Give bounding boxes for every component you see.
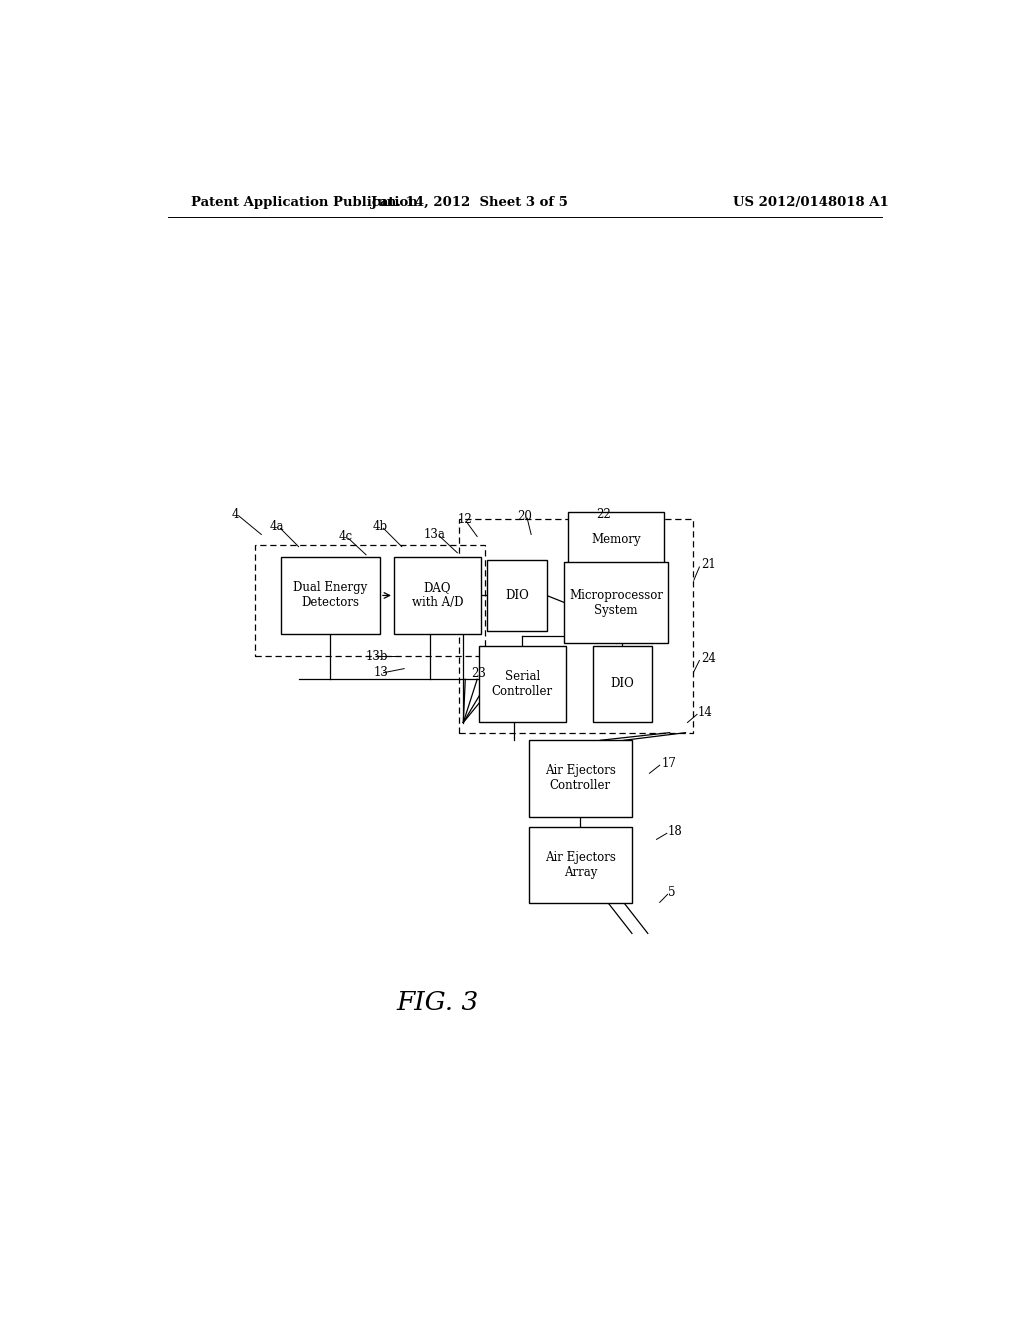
Text: 12: 12 (458, 512, 472, 525)
Text: Memory: Memory (591, 533, 641, 546)
Text: 4b: 4b (373, 520, 387, 533)
Text: 5: 5 (668, 886, 675, 899)
Text: 4: 4 (231, 508, 239, 520)
Text: Air Ejectors
Array: Air Ejectors Array (545, 851, 615, 879)
Text: Serial
Controller: Serial Controller (492, 669, 553, 698)
Bar (460, 519, 693, 733)
Text: Microprocessor
System: Microprocessor System (569, 589, 664, 616)
Text: 22: 22 (596, 508, 611, 520)
Text: DAQ
with A/D: DAQ with A/D (412, 581, 463, 610)
Text: 24: 24 (701, 652, 716, 665)
Bar (479, 645, 566, 722)
Bar (593, 645, 652, 722)
Bar (255, 545, 485, 656)
Text: Patent Application Publication: Patent Application Publication (191, 195, 418, 209)
Bar (394, 557, 481, 634)
Text: 13: 13 (374, 667, 389, 680)
Text: 21: 21 (701, 558, 716, 572)
Text: US 2012/0148018 A1: US 2012/0148018 A1 (732, 195, 889, 209)
Text: Jun. 14, 2012  Sheet 3 of 5: Jun. 14, 2012 Sheet 3 of 5 (371, 195, 567, 209)
Text: 4c: 4c (338, 531, 352, 543)
Bar (568, 512, 664, 568)
Text: 20: 20 (517, 510, 531, 523)
Text: Dual Energy
Detectors: Dual Energy Detectors (293, 581, 368, 610)
Bar (528, 826, 632, 903)
Text: FIG. 3: FIG. 3 (396, 990, 478, 1015)
Bar (564, 562, 668, 643)
Text: Air Ejectors
Controller: Air Ejectors Controller (545, 764, 615, 792)
Text: 14: 14 (697, 706, 713, 719)
Text: 13a: 13a (423, 528, 445, 541)
Text: 18: 18 (668, 825, 682, 838)
Text: 17: 17 (662, 756, 676, 770)
Bar (281, 557, 380, 634)
Text: 4a: 4a (269, 520, 284, 533)
Bar (487, 560, 547, 631)
Text: 13b: 13b (367, 649, 388, 663)
Bar (528, 741, 632, 817)
Text: 23: 23 (471, 667, 485, 680)
Text: DIO: DIO (610, 677, 634, 690)
Text: DIO: DIO (505, 589, 528, 602)
